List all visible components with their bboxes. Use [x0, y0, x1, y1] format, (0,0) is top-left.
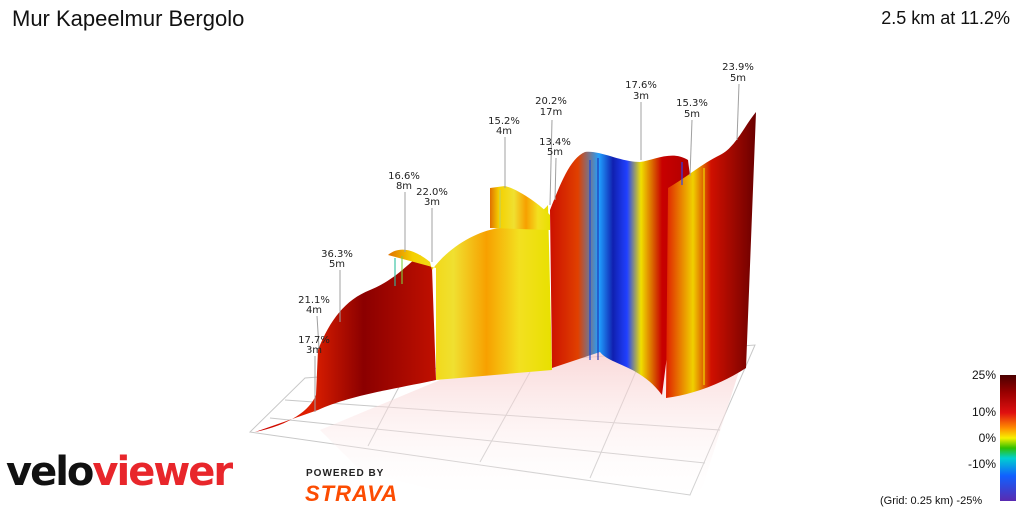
grid-note: (Grid: 0.25 km) -25% [880, 495, 982, 507]
powered-by-label: POWERED BY [306, 468, 385, 479]
annotation-grade: 15.3% [676, 98, 708, 109]
legend-tick: -25% [956, 495, 983, 507]
veloviewer-logo[interactable]: veloviewer [6, 449, 233, 495]
profile-reflection [320, 350, 740, 495]
annotation-length: 5m [547, 147, 563, 158]
annotation-grade: 22.0% [416, 187, 448, 198]
legend-tick: 10% [971, 405, 996, 419]
annotation-grade: 16.6% [388, 171, 420, 182]
annotation-grade: 36.3% [321, 249, 353, 260]
logo-text-velo: velo [6, 449, 94, 495]
annotation-length: 5m [730, 73, 746, 84]
legend-tick: 25% [971, 368, 996, 382]
annotation-grade: 21.1% [298, 295, 330, 306]
annotation-grade: 15.2% [488, 116, 520, 127]
annotation-leaders [314, 83, 740, 412]
logo-text-viewer: viewer [92, 449, 233, 495]
grade-color-scale [1000, 375, 1016, 501]
profile-segment-end [666, 112, 756, 398]
profile-segment-steep [550, 151, 690, 395]
annotation-length: 4m [496, 126, 512, 137]
legend-tick: 0% [978, 431, 996, 445]
legend-tick: -10% [967, 457, 996, 471]
annotation-grade: 17.6% [625, 80, 657, 91]
grade-streaks [394, 158, 705, 385]
annotation-length: 5m [329, 259, 345, 270]
profile-segment-mid-top [490, 186, 550, 230]
chart-title: Mur Kapeelmur Bergolo [12, 6, 245, 31]
annotation-grade: 17.7% [298, 335, 330, 346]
annotation-grade: 23.9% [722, 62, 754, 73]
profile-segment-middle [388, 205, 552, 380]
annotation-grade: 20.2% [535, 96, 567, 107]
annotation-length: 17m [540, 107, 562, 118]
annotation-length: 8m [396, 181, 412, 192]
annotation-labels: 17.7% 3m 21.1% 4m 36.3% 5m 16.6% 8m 22.0… [298, 62, 754, 356]
annotation-length: 3m [424, 197, 440, 208]
annotation-length: 4m [306, 305, 322, 316]
profile-segment-start [255, 255, 436, 432]
strava-logo[interactable]: STRAVA [305, 481, 399, 506]
annotation-length: 3m [306, 345, 322, 356]
grid-note-text: (Grid: 0.25 km) [880, 495, 954, 507]
annotation-length: 3m [633, 91, 649, 102]
annotation-length: 5m [684, 109, 700, 120]
annotation-grade: 13.4% [539, 137, 571, 148]
climb-summary: 2.5 km at 11.2% [881, 8, 1010, 28]
